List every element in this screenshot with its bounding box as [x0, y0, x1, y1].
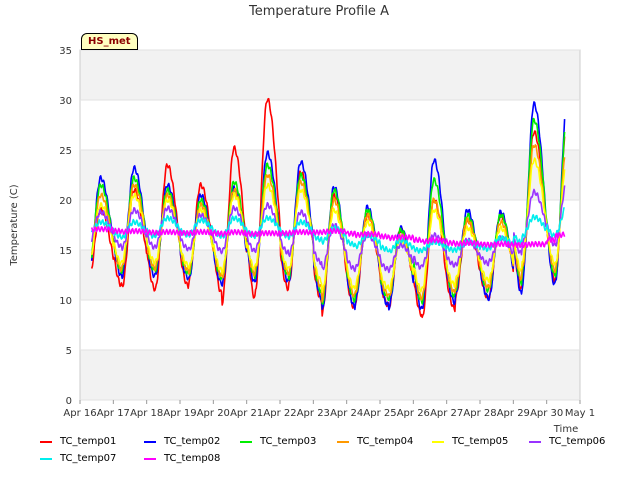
x-tick-label: Apr 27: [430, 408, 463, 419]
legend-swatch: [432, 440, 444, 443]
x-tick-label: Apr 25: [363, 408, 396, 419]
x-tick-label: Apr 20: [197, 408, 230, 419]
legend-swatch: [40, 440, 52, 443]
legend-label: TC_temp04: [357, 436, 414, 447]
legend-swatch: [144, 440, 156, 443]
x-tick-label: Apr 23: [297, 408, 330, 419]
legend-swatch: [337, 440, 349, 443]
legend-label: TC_temp01: [60, 436, 117, 447]
legend-item: TC_temp03: [240, 436, 316, 447]
legend-label: TC_temp08: [164, 453, 221, 464]
grid-band: [80, 50, 580, 100]
legend-swatch: [240, 440, 252, 443]
y-axis-title: Temperature (C): [9, 184, 20, 266]
x-tick-label: Apr 19: [163, 408, 196, 419]
y-tick-label: 10: [59, 296, 72, 307]
y-tick-label: 0: [66, 396, 72, 407]
legend-swatch: [144, 457, 156, 460]
legend-item: TC_temp02: [144, 436, 220, 447]
legend-swatch: [529, 440, 541, 443]
legend-item: TC_temp04: [337, 436, 413, 447]
legend-item: TC_temp06: [529, 436, 605, 447]
x-tick-label: Apr 18: [130, 408, 163, 419]
x-tick-label: Apr 29: [497, 408, 530, 419]
legend-item: TC_temp01: [40, 436, 116, 447]
grid-band: [80, 150, 580, 200]
x-axis-title: Time: [553, 424, 578, 435]
y-tick-label: 25: [59, 146, 72, 157]
y-tick-label: 5: [66, 346, 72, 357]
x-axis: Apr 16 Apr 17 Apr 18 Apr 19 Apr 20 Apr 21 Apr …: [63, 400, 595, 419]
station-label-badge: HS_met: [81, 33, 138, 50]
x-tick-label: Apr 26: [397, 408, 430, 419]
temperature-chart: Temperature Profile A 0 5 10 15 20 25 30 35 Apr…: [9, 4, 595, 435]
x-tick-label: Apr 28: [463, 408, 496, 419]
x-tick-label: Apr 22: [263, 408, 296, 419]
legend-label: TC_temp06: [549, 436, 606, 447]
legend-swatch: [40, 457, 52, 460]
series-line-tc-temp06: [90, 185, 566, 274]
x-tick-label: Apr 24: [330, 408, 363, 419]
legend-label: TC_temp02: [164, 436, 221, 447]
x-tick-label: Apr 16: [63, 408, 96, 419]
legend-label: TC_temp07: [60, 453, 117, 464]
y-tick-label: 20: [59, 196, 72, 207]
legend-item: TC_temp05: [432, 436, 508, 447]
y-axis: 0 5 10 15 20 25 30 35: [59, 46, 580, 407]
chart-title: Temperature Profile A: [248, 4, 389, 19]
series-lines: [90, 97, 566, 319]
legend-item: TC_temp08: [144, 453, 220, 464]
x-tick-label: Apr 30: [530, 408, 563, 419]
y-tick-label: 15: [59, 246, 72, 257]
grid-bands: [80, 50, 580, 400]
legend-label: TC_temp05: [452, 436, 509, 447]
x-tick-label: Apr 17: [97, 408, 130, 419]
y-tick-label: 30: [59, 96, 72, 107]
x-tick-label: May 1: [565, 408, 595, 419]
legend-label: TC_temp03: [260, 436, 317, 447]
y-tick-label: 35: [59, 46, 72, 57]
grid-band: [80, 250, 580, 300]
legend-item: TC_temp07: [40, 453, 116, 464]
series-line-tc-temp08: [90, 226, 566, 249]
grid-band: [80, 350, 580, 400]
x-tick-label: Apr 21: [230, 408, 263, 419]
